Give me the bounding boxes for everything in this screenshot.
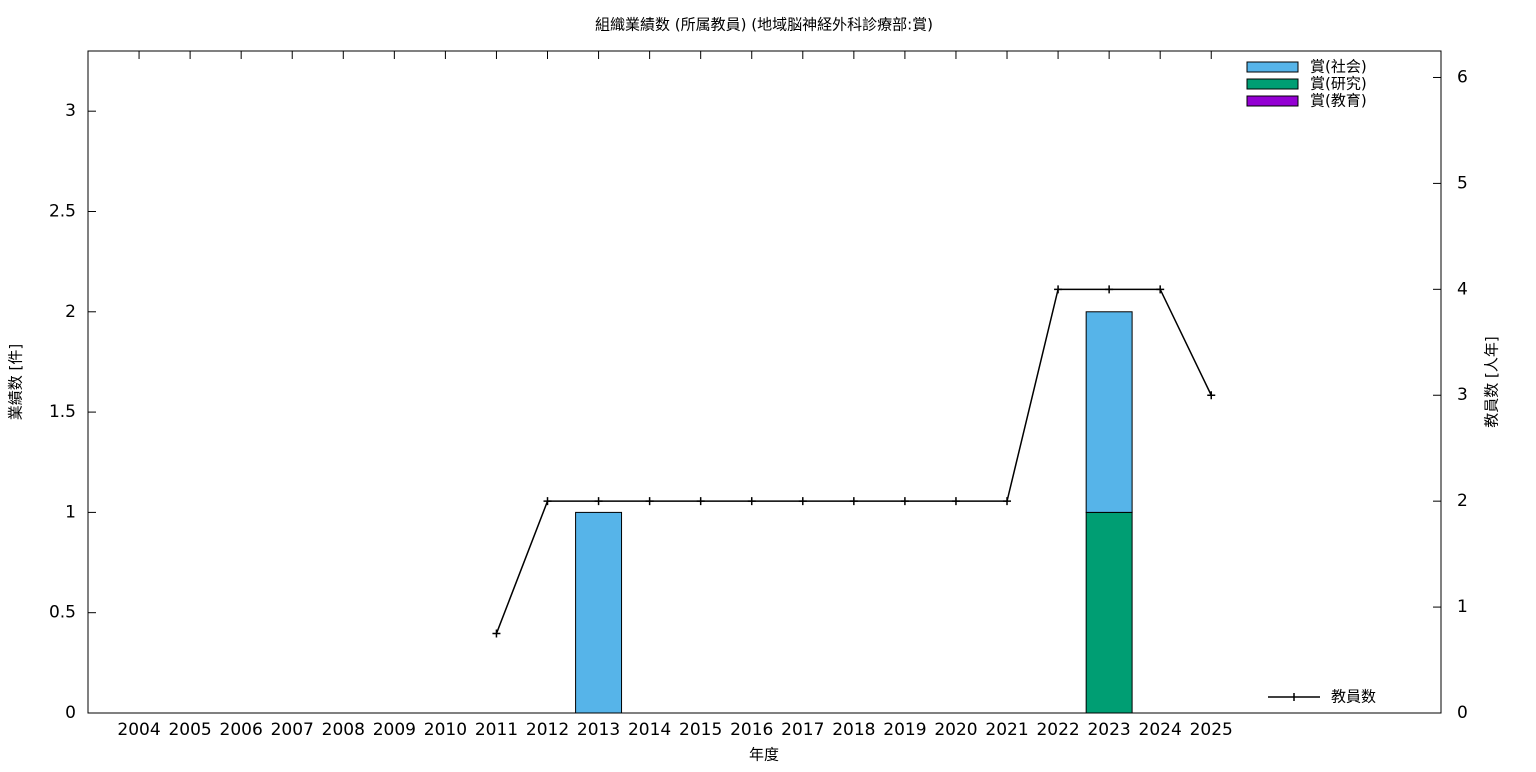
y2-tick-label: 6 (1457, 67, 1468, 87)
y-tick-label: 1 (65, 502, 76, 522)
y-axis-label: 業績数 [件] (7, 344, 25, 420)
x-tick-label: 2025 (1190, 720, 1233, 740)
legend-swatch (1246, 95, 1299, 107)
y2-tick-label: 0 (1457, 703, 1468, 723)
point-marker (798, 497, 807, 506)
y2-tick-label: 1 (1457, 597, 1468, 617)
point-marker (696, 497, 705, 506)
x-tick-label: 2022 (1036, 720, 1079, 740)
point-marker (1054, 285, 1063, 294)
point-marker (951, 497, 960, 506)
legend-label: 賞(社会) (1310, 58, 1367, 76)
y2-axis-label: 教員数 [人年] (1483, 336, 1501, 427)
x-tick-label: 2005 (168, 720, 211, 740)
x-tick-label: 2013 (577, 720, 620, 740)
x-tick-label: 2018 (832, 720, 875, 740)
legend-label: 教員数 (1331, 688, 1376, 706)
x-tick-label: 2021 (985, 720, 1028, 740)
point-marker (747, 497, 756, 506)
point-marker (849, 497, 858, 506)
legend-swatch (1246, 78, 1299, 90)
point-marker (1156, 285, 1165, 294)
x-tick-label: 2016 (730, 720, 773, 740)
y-tick-label: 0.5 (49, 603, 76, 623)
point-marker (645, 497, 654, 506)
bar (1085, 311, 1133, 513)
y2-tick-label: 4 (1457, 279, 1468, 299)
x-tick-label: 2004 (117, 720, 160, 740)
plot-frame (87, 50, 1442, 714)
point-marker (1003, 497, 1012, 506)
x-tick-label: 2010 (424, 720, 467, 740)
x-tick-label: 2023 (1087, 720, 1130, 740)
y2-tick-label: 5 (1457, 173, 1468, 193)
point-marker (1207, 391, 1216, 400)
point-marker (1105, 285, 1114, 294)
y-tick-label: 1.5 (49, 402, 76, 422)
x-tick-label: 2007 (271, 720, 314, 740)
point-marker (543, 497, 552, 506)
x-tick-label: 2015 (679, 720, 722, 740)
x-tick-label: 2012 (526, 720, 569, 740)
y-tick-label: 3 (65, 101, 76, 121)
x-tick-label: 2017 (781, 720, 824, 740)
x-axis-label: 年度 (749, 746, 779, 764)
legend-line (1268, 693, 1320, 701)
x-tick-label: 2011 (475, 720, 518, 740)
x-tick-label: 2006 (220, 720, 263, 740)
x-tick-label: 2024 (1139, 720, 1182, 740)
point-marker (594, 497, 603, 506)
y2-tick-label: 3 (1457, 385, 1468, 405)
y-tick-label: 0 (65, 703, 76, 723)
legend-label: 賞(研究) (1310, 75, 1367, 93)
x-tick-label: 2014 (628, 720, 671, 740)
legend-swatch (1246, 61, 1299, 73)
x-tick-label: 2019 (883, 720, 926, 740)
point-marker (900, 497, 909, 506)
y2-tick-label: 2 (1457, 491, 1468, 511)
chart-title: 組織業績数 (所属教員) (地域脳神経外科診療部:賞) (595, 16, 933, 34)
bar (575, 511, 623, 714)
x-tick-label: 2020 (934, 720, 977, 740)
point-marker (492, 629, 501, 638)
legend-label: 賞(教育) (1310, 92, 1367, 110)
bar (1085, 511, 1133, 714)
y-tick-label: 2.5 (49, 201, 76, 221)
y-tick-label: 2 (65, 302, 76, 322)
x-tick-label: 2008 (322, 720, 365, 740)
x-tick-label: 2009 (373, 720, 416, 740)
